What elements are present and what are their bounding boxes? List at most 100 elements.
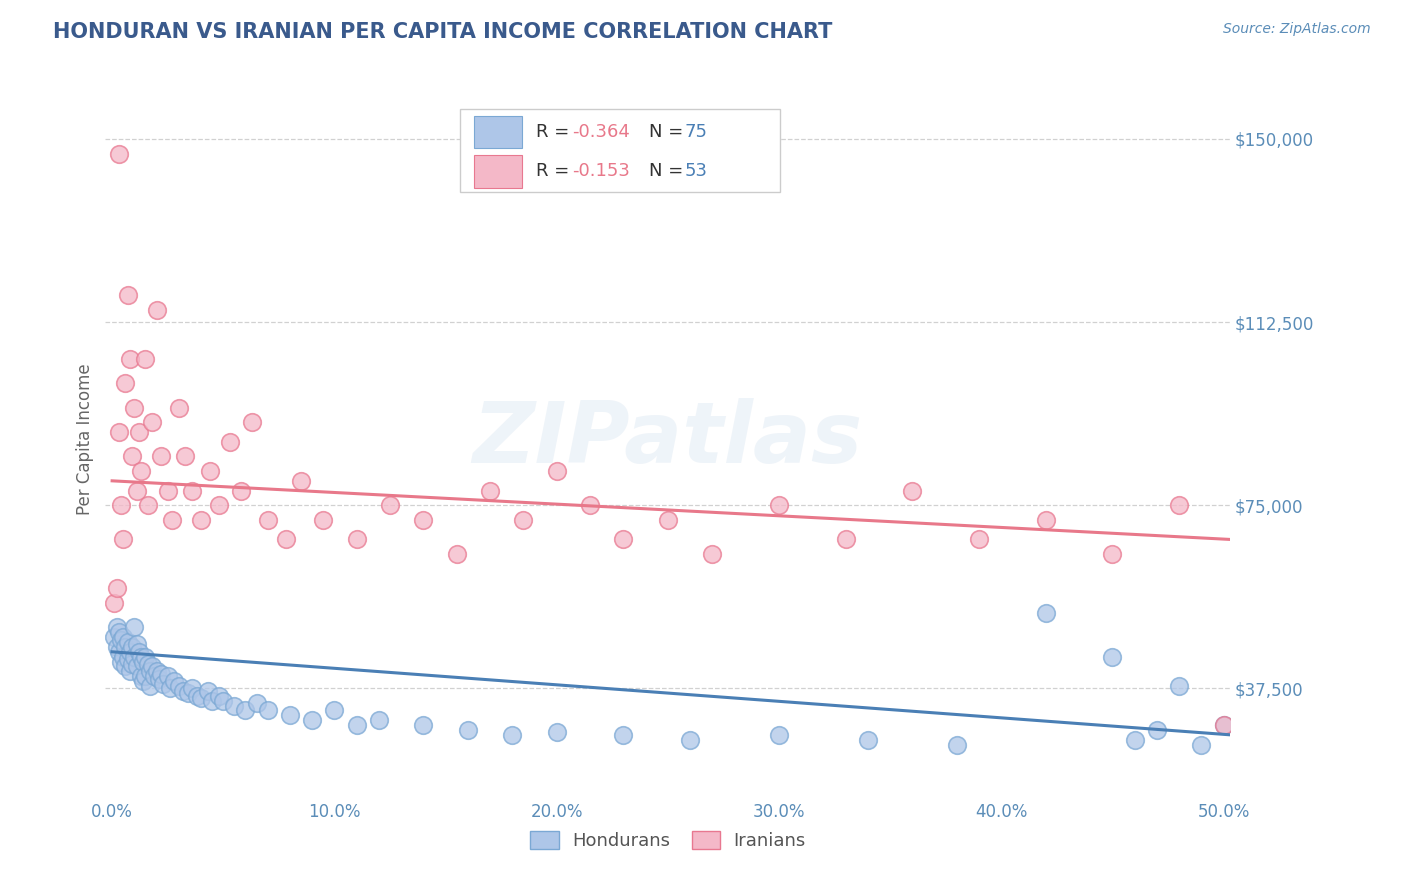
Point [118,645,141,659]
Point [125,637,148,651]
Point [1035,513,1057,527]
Point [446,547,468,561]
Point [107,645,129,659]
Point [229,483,252,498]
Point [1035,606,1057,620]
Y-axis label: Per Capita Income: Per Capita Income [76,364,94,515]
Point [145,665,167,679]
Point [501,728,523,742]
Text: HONDURAN VS IRANIAN PER CAPITA INCOME CORRELATION CHART: HONDURAN VS IRANIAN PER CAPITA INCOME CO… [53,22,832,42]
Point [117,288,139,302]
Point [156,669,179,683]
Point [174,450,197,464]
Point [546,464,568,478]
Point [129,649,152,664]
Point [190,691,212,706]
Point [198,464,221,478]
Point [110,498,132,512]
Point [167,679,190,693]
Point [121,450,143,464]
Point [103,596,125,610]
Point [114,376,136,391]
Point [112,533,135,547]
Text: 53: 53 [685,162,707,180]
Point [181,483,204,498]
Point [160,513,183,527]
Point [901,483,924,498]
Point [107,146,129,161]
Point [124,649,146,664]
Point [118,351,141,366]
Point [946,738,969,752]
Point [702,547,724,561]
Point [105,640,128,654]
Point [117,652,139,666]
Point [834,533,856,547]
Point [139,679,162,693]
FancyBboxPatch shape [474,155,522,187]
Point [657,513,679,527]
Point [159,681,181,696]
Text: N =: N = [648,162,689,180]
Point [129,464,152,478]
Point [679,732,702,747]
Point [125,483,148,498]
Point [143,669,166,683]
Point [112,630,135,644]
Point [208,689,231,703]
FancyBboxPatch shape [460,109,780,192]
Point [224,698,246,713]
Point [208,498,231,512]
Point [1123,732,1146,747]
Point [136,498,159,512]
Point [107,425,129,439]
Point [290,474,312,488]
Point [235,703,257,717]
Point [121,657,143,671]
Point [212,693,235,707]
Point [274,533,297,547]
Point [1212,718,1234,732]
Point [278,708,301,723]
FancyBboxPatch shape [474,116,522,148]
Point [301,713,323,727]
Point [219,434,242,449]
Point [105,582,128,596]
Point [145,302,167,317]
Point [103,630,125,644]
Point [125,659,148,673]
Point [156,483,179,498]
Point [479,483,502,498]
Point [129,669,152,683]
Legend: Hondurans, Iranians: Hondurans, Iranians [523,823,813,857]
Point [190,513,212,527]
Text: R =: R = [536,123,575,141]
Point [312,513,335,527]
Point [152,676,174,690]
Point [114,640,136,654]
Point [105,620,128,634]
Point [128,425,150,439]
Point [118,665,141,679]
Point [181,681,204,696]
Text: 75: 75 [685,123,707,141]
Point [612,728,634,742]
Point [167,401,190,415]
Point [346,718,368,732]
Text: N =: N = [648,123,689,141]
Point [134,649,156,664]
Point [612,533,634,547]
Point [457,723,479,737]
Point [378,498,401,512]
Point [856,732,879,747]
Point [1168,498,1191,512]
Text: Source: ZipAtlas.com: Source: ZipAtlas.com [1223,22,1371,37]
Point [579,498,602,512]
Point [176,686,198,700]
Point [132,655,155,669]
Point [124,401,146,415]
Point [112,649,135,664]
Point [1146,723,1168,737]
Point [1168,679,1191,693]
Point [136,657,159,671]
